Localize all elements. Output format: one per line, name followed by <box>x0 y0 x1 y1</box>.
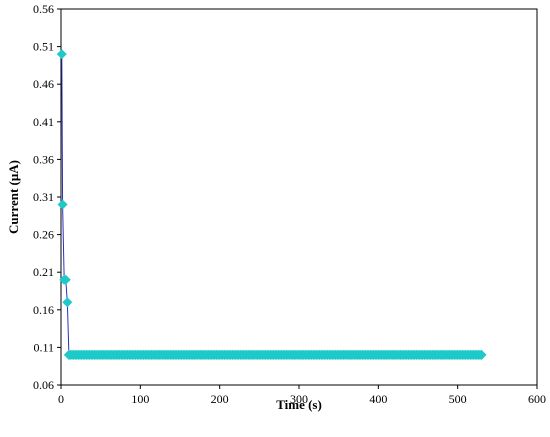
x-tick-label: 600 <box>528 392 546 406</box>
x-axis-title: Time (s) <box>276 397 322 412</box>
y-axis-title: Current (μA) <box>6 160 21 234</box>
y-tick-label: 0.06 <box>33 378 54 392</box>
x-tick-label: 100 <box>131 392 149 406</box>
y-tick-label: 0.36 <box>33 152 54 166</box>
plot-frame <box>60 8 538 386</box>
x-tick-label: 500 <box>449 392 467 406</box>
data-point-marker <box>60 274 71 285</box>
x-tick-label: 300 <box>290 392 308 406</box>
y-tick-label: 0.41 <box>33 115 54 129</box>
y-tick-label: 0.26 <box>33 228 54 242</box>
y-tick-label: 0.11 <box>33 340 54 354</box>
y-tick-label: 0.51 <box>33 40 54 54</box>
x-tick-label: 0 <box>58 392 64 406</box>
y-axis: 0.06 0.11 0.16 0.21 0.26 0.31 0.36 0.41 0.46 0.51… <box>33 2 61 392</box>
series-group <box>56 49 487 360</box>
y-tick-label: 0.16 <box>33 303 54 317</box>
data-point-marker <box>57 199 68 210</box>
x-tick-label: 200 <box>211 392 229 406</box>
y-tick-label: 0.21 <box>33 265 54 279</box>
y-tick-label: 0.31 <box>33 190 54 204</box>
y-tick-label: 0.56 <box>33 2 54 16</box>
data-point-marker <box>476 349 487 360</box>
data-point-marker <box>56 49 67 60</box>
x-tick-label: 400 <box>369 392 387 406</box>
x-axis: 0 100 200 300 400 500 600 <box>58 385 546 406</box>
data-point-marker <box>62 297 73 308</box>
y-tick-label: 0.46 <box>33 77 54 91</box>
